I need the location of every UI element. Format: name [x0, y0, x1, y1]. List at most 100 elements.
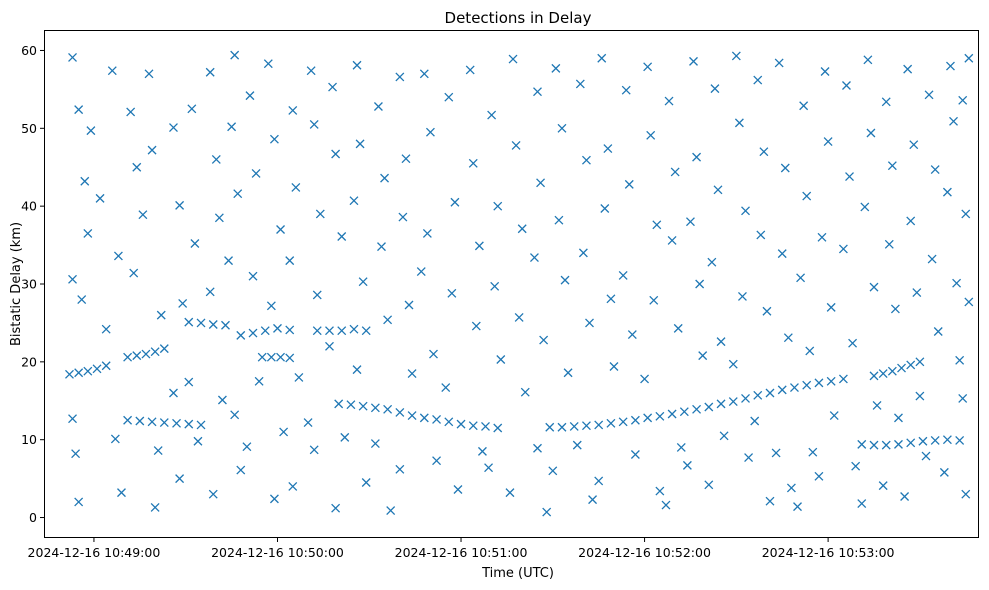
data-point: [554, 215, 564, 225]
data-point: [627, 330, 637, 340]
data-point: [349, 324, 359, 334]
data-point: [150, 347, 160, 357]
x-tick-label: 2024-12-16 10:51:00: [395, 545, 528, 560]
data-points: [65, 50, 974, 517]
data-point: [126, 107, 136, 117]
data-point: [869, 440, 879, 450]
data-point: [557, 123, 567, 133]
data-point: [352, 365, 362, 375]
data-point: [713, 185, 723, 195]
data-point: [361, 326, 371, 336]
data-point: [869, 371, 879, 381]
data-point: [80, 176, 90, 186]
y-axis-ticks: 0 10 20 30 40 50 60: [21, 43, 45, 525]
data-point: [630, 415, 640, 425]
data-point: [309, 445, 319, 455]
data-point: [826, 376, 836, 386]
data-point: [539, 335, 549, 345]
data-point: [664, 96, 674, 106]
data-point: [878, 481, 888, 491]
data-point: [95, 193, 105, 203]
data-point: [377, 242, 386, 252]
data-point: [68, 53, 77, 62]
x-tick-label: 2024-12-16 10:50:00: [211, 545, 344, 560]
data-point: [514, 313, 524, 322]
data-point: [159, 344, 169, 354]
data-point: [288, 481, 298, 491]
data-point: [793, 502, 802, 512]
data-point: [866, 128, 876, 138]
data-point: [783, 333, 793, 343]
data-point: [172, 418, 181, 428]
data-point: [826, 302, 836, 312]
data-point: [468, 421, 478, 431]
data-point: [578, 248, 588, 258]
data-point: [765, 388, 775, 398]
data-point: [517, 224, 527, 234]
data-point: [707, 257, 717, 267]
data-point: [208, 320, 218, 329]
data-point: [655, 486, 665, 496]
data-point: [373, 102, 383, 111]
data-point: [490, 281, 500, 291]
data-point: [107, 66, 117, 76]
y-axis-label: Bistatic Delay (km): [9, 222, 24, 346]
data-point: [894, 413, 903, 423]
data-point: [352, 60, 362, 70]
data-point: [83, 366, 93, 376]
data-point: [906, 216, 916, 226]
data-point: [845, 172, 854, 182]
data-point: [887, 161, 897, 171]
data-point: [667, 409, 677, 419]
data-point: [487, 110, 497, 120]
y-tick-label: 10: [21, 432, 37, 447]
data-point: [857, 499, 867, 508]
data-point: [178, 299, 188, 308]
data-point: [643, 62, 653, 72]
data-point: [927, 254, 937, 264]
data-point: [432, 456, 442, 466]
data-point: [676, 443, 686, 452]
data-point: [337, 326, 347, 336]
y-tick-label: 60: [21, 43, 37, 58]
data-point: [737, 291, 747, 301]
data-point: [609, 362, 619, 371]
data-point: [661, 500, 671, 510]
data-point: [187, 104, 197, 114]
data-point: [193, 436, 203, 446]
data-point: [728, 397, 738, 407]
data-point: [493, 423, 503, 433]
data-point: [74, 497, 84, 507]
data-point: [560, 275, 570, 285]
x-tick-label: 2024-12-16 10:49:00: [28, 545, 161, 560]
data-point: [453, 485, 463, 494]
data-point: [786, 483, 796, 493]
data-point: [551, 63, 561, 73]
data-point: [814, 378, 824, 388]
data-point: [756, 230, 766, 240]
y-tick-label: 20: [21, 354, 37, 369]
data-point: [603, 144, 613, 154]
data-point: [260, 326, 270, 336]
data-point: [334, 399, 344, 409]
data-point: [355, 139, 365, 149]
data-point: [481, 421, 490, 431]
data-point: [857, 439, 867, 449]
data-point: [358, 277, 368, 287]
data-point: [331, 149, 341, 159]
data-point: [618, 270, 628, 280]
data-point: [698, 351, 708, 361]
data-point: [817, 232, 827, 242]
data-point: [474, 241, 484, 251]
data-point: [716, 399, 726, 409]
data-point: [349, 196, 359, 206]
data-point: [236, 330, 246, 340]
data-point: [802, 380, 812, 390]
data-point: [257, 352, 267, 362]
data-point: [236, 465, 246, 475]
data-point: [248, 271, 258, 281]
data-point: [217, 395, 227, 405]
data-point: [450, 197, 460, 207]
data-point: [306, 66, 316, 76]
